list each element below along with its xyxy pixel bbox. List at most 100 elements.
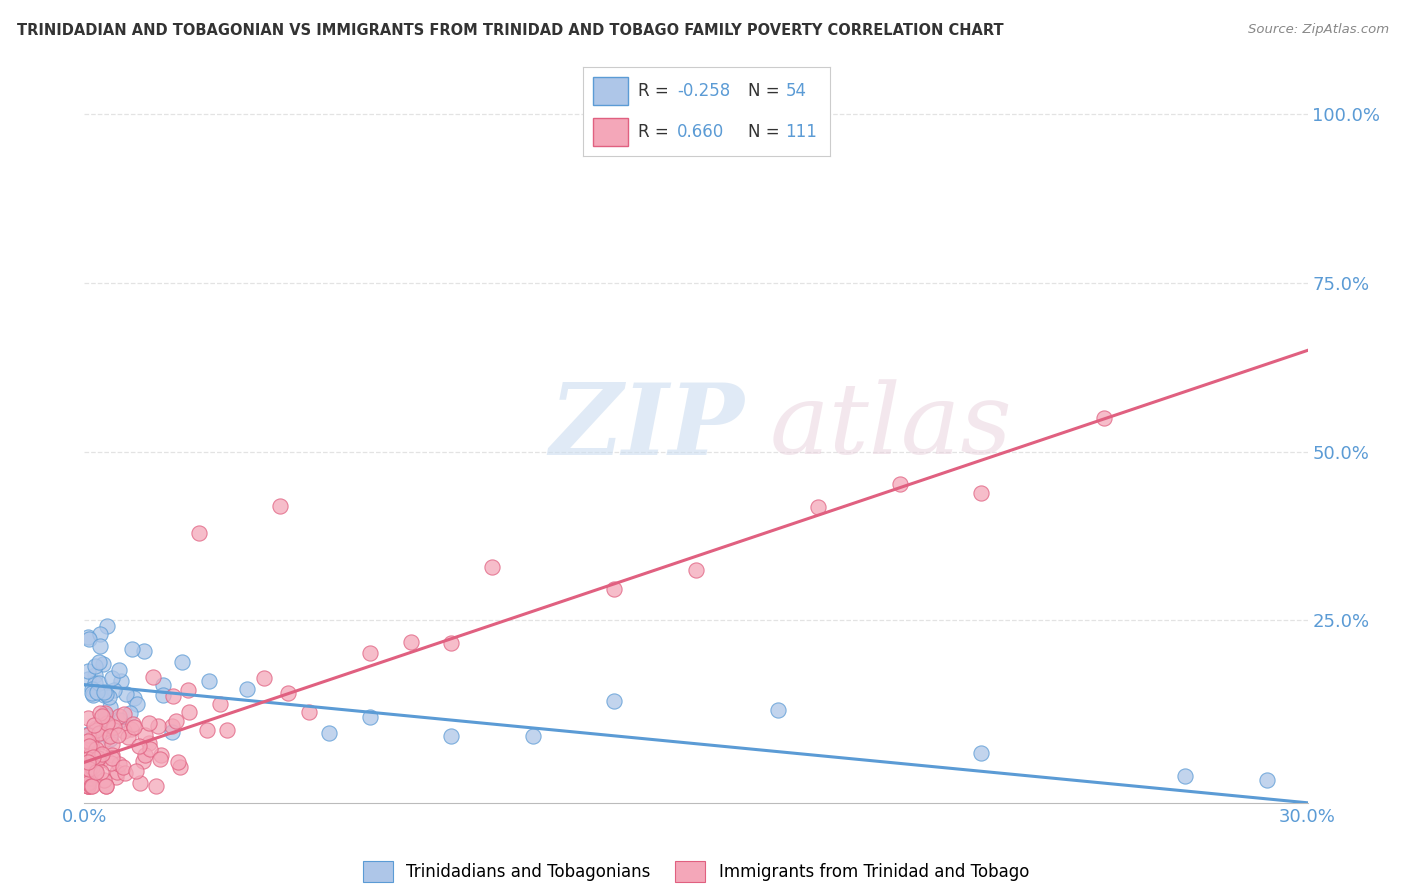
Point (82, 681, 104, 696)
Point (138, 715, 160, 730)
Point (77, 734, 100, 748)
Point (82, 689, 104, 703)
Point (399, 635, 422, 649)
Point (87, 751, 110, 765)
Point (80, 732, 103, 747)
Point (146, 719, 169, 733)
Point (80, 760, 103, 774)
Point (98, 700, 121, 714)
Point (114, 765, 136, 780)
Point (124, 720, 146, 734)
Point (110, 673, 132, 688)
Point (77, 752, 100, 766)
Text: 54: 54 (785, 82, 806, 100)
Text: TRINIDADIAN AND TOBAGONIAN VS IMMIGRANTS FROM TRINIDAD AND TOBAGO FAMILY POVERTY: TRINIDADIAN AND TOBAGONIAN VS IMMIGRANTS… (17, 23, 1004, 38)
Point (115, 686, 138, 700)
Point (86, 684, 108, 698)
Point (77, 762, 100, 776)
Point (150, 747, 173, 762)
Point (91, 709, 114, 723)
Point (101, 738, 124, 752)
Point (80, 758, 103, 772)
Point (79, 747, 101, 762)
Text: ZIP: ZIP (550, 379, 744, 475)
Point (93, 688, 115, 702)
Point (124, 764, 146, 778)
Point (277, 686, 299, 700)
Point (77, 779, 100, 793)
Point (132, 644, 155, 658)
Point (89, 676, 111, 690)
Point (108, 663, 131, 677)
Point (217, 723, 239, 737)
Text: N =: N = (748, 82, 785, 100)
Point (96, 716, 118, 731)
Point (122, 691, 145, 706)
Point (110, 714, 132, 728)
Text: 111: 111 (785, 123, 817, 141)
Point (77, 739, 100, 753)
Point (84, 676, 107, 690)
Point (970, 486, 993, 500)
Point (121, 641, 143, 656)
FancyBboxPatch shape (593, 118, 627, 146)
Point (107, 728, 129, 742)
Point (80, 779, 103, 793)
Text: Source: ZipAtlas.com: Source: ZipAtlas.com (1249, 23, 1389, 37)
Point (129, 776, 152, 790)
Point (177, 682, 200, 697)
Point (169, 760, 191, 774)
Point (114, 723, 136, 738)
Point (77, 672, 100, 686)
Point (77, 630, 100, 644)
Point (77, 632, 100, 647)
Point (253, 671, 276, 685)
Point (83, 668, 105, 682)
Point (603, 693, 626, 707)
Point (112, 707, 135, 722)
Point (101, 671, 124, 685)
Point (83, 768, 105, 782)
Point (120, 723, 142, 737)
Point (359, 646, 381, 660)
Point (94, 708, 117, 723)
Point (82, 760, 104, 774)
Point (89, 726, 111, 740)
Point (440, 729, 463, 743)
Point (269, 499, 291, 513)
Point (766, 703, 789, 717)
Point (117, 731, 139, 745)
Point (104, 770, 127, 784)
Point (138, 742, 160, 756)
Point (481, 560, 503, 574)
Point (807, 500, 830, 515)
Point (100, 747, 122, 762)
Point (134, 728, 156, 742)
Point (77, 710, 100, 724)
Point (160, 724, 183, 739)
Point (208, 697, 231, 711)
Point (94, 779, 117, 793)
Text: atlas: atlas (769, 379, 1012, 475)
Point (86, 723, 108, 737)
Point (128, 739, 150, 754)
Point (167, 755, 190, 769)
Point (298, 706, 321, 720)
Point (80, 747, 103, 761)
Point (166, 714, 188, 728)
Point (93, 684, 115, 698)
Point (198, 674, 221, 689)
Point (89, 655, 111, 669)
Point (1174, 768, 1197, 782)
Point (77, 776, 100, 790)
Point (96, 721, 118, 735)
Point (87, 727, 110, 741)
Point (122, 717, 145, 731)
Point (79, 772, 101, 786)
Text: R =: R = (638, 82, 673, 100)
Point (1092, 411, 1115, 425)
Point (77, 665, 100, 679)
Point (77, 756, 100, 770)
Point (970, 746, 993, 760)
Point (94, 687, 117, 701)
